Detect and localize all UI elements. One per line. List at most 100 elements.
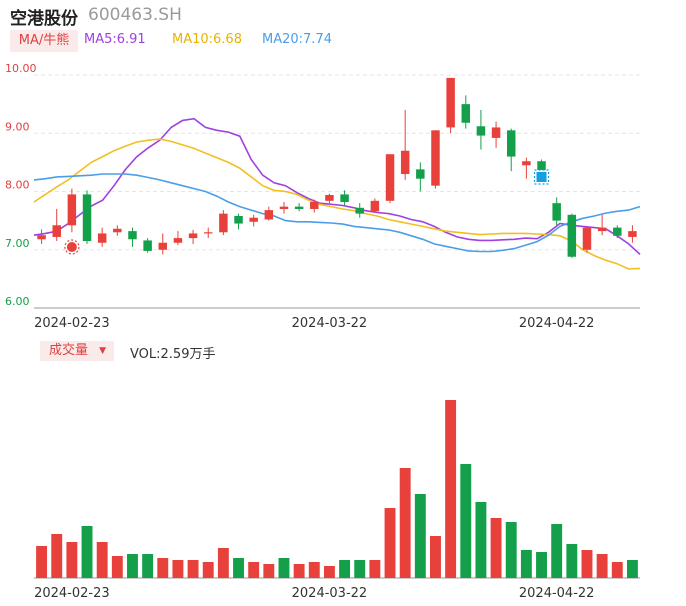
volume-bar	[51, 534, 63, 578]
volume-bar	[66, 542, 78, 578]
volume-bar	[172, 560, 184, 578]
volume-bar	[217, 548, 229, 578]
volume-bar	[399, 468, 411, 578]
volume-bar	[445, 400, 457, 578]
volume-bar	[308, 562, 320, 578]
candle-body	[52, 225, 61, 237]
volume-bar	[36, 546, 48, 578]
volume-bar	[581, 550, 593, 578]
candle-body	[385, 154, 395, 201]
candle-body	[234, 215, 243, 224]
volume-bar	[323, 566, 335, 578]
volume-bar	[369, 560, 381, 578]
volume-bar	[202, 562, 214, 578]
candle-body	[219, 213, 228, 233]
x-tick-label: 2024-04-22	[519, 316, 595, 331]
x-tick-label: 2024-02-23	[34, 316, 110, 331]
candle-body	[249, 217, 258, 222]
volume-bar	[157, 558, 169, 578]
volume-bar	[414, 494, 426, 578]
candle-body	[491, 127, 501, 138]
volume-bar	[339, 560, 351, 578]
volume-bar	[611, 562, 623, 578]
candle-body	[294, 206, 304, 209]
volume-x-tick-label: 2024-04-22	[519, 586, 595, 601]
candle-body	[203, 232, 213, 234]
ma20-line	[33, 173, 641, 253]
volume-bar	[187, 560, 199, 578]
candle-body	[173, 238, 183, 243]
volume-bar	[475, 502, 487, 578]
volume-bar	[81, 526, 93, 578]
volume-bar	[505, 522, 517, 578]
candle-body	[97, 233, 107, 243]
candle-body	[597, 227, 607, 232]
volume-bar	[233, 558, 244, 578]
ma20-value: MA20:7.74	[262, 32, 332, 47]
chevron-down-icon: ▼	[99, 346, 106, 356]
candle-body	[582, 227, 592, 250]
candle-body	[279, 206, 289, 209]
candle-body	[264, 210, 274, 220]
volume-bar	[460, 464, 472, 578]
bear-marker-dot	[536, 172, 547, 182]
volume-bar	[566, 544, 578, 578]
volume-bar	[96, 542, 108, 578]
candle-body	[506, 130, 516, 157]
volume-bar	[430, 536, 441, 578]
volume-bar	[127, 554, 138, 578]
candle-body	[431, 130, 440, 186]
candle-body	[400, 150, 410, 175]
y-tick-label: 8.00	[5, 179, 30, 192]
candle-body	[158, 242, 168, 250]
volume-x-tick-label: 2024-02-23	[34, 586, 110, 601]
volume-bar	[384, 508, 396, 578]
ma10-line	[33, 138, 641, 270]
candle-body	[613, 227, 622, 236]
candle-body	[188, 233, 198, 239]
y-tick-label: 9.00	[5, 120, 30, 133]
candle-body	[370, 200, 380, 212]
volume-bar	[626, 560, 638, 578]
candle-body	[522, 161, 531, 166]
volume-bar	[354, 560, 366, 578]
x-tick-label: 2024-03-22	[292, 316, 368, 331]
candle-body	[416, 169, 425, 179]
volume-tag-label: 成交量	[49, 343, 89, 358]
volume-value: VOL:2.59万手	[130, 347, 216, 362]
candle-body	[67, 194, 77, 226]
volume-bar	[142, 554, 154, 578]
ma5-value: MA5:6.91	[84, 32, 146, 47]
y-tick-label: 10.00	[5, 62, 37, 75]
candle-body	[461, 104, 471, 123]
ma5-line	[33, 117, 641, 255]
ma-indicator-tag[interactable]: MA/牛熊	[10, 30, 78, 52]
volume-bar	[536, 552, 547, 578]
candle-body	[113, 228, 122, 233]
volume-x-tick-label: 2024-03-22	[292, 586, 368, 601]
candle-body	[355, 207, 364, 214]
volume-bar	[293, 564, 305, 578]
candle-body	[628, 231, 637, 237]
candle-body	[340, 194, 349, 202]
candle-body	[37, 235, 46, 240]
y-tick-label: 6.00	[5, 295, 30, 308]
candle-body	[310, 201, 319, 209]
candle-body	[552, 203, 561, 221]
volume-bar	[551, 524, 563, 578]
volume-bar	[490, 518, 502, 578]
candle-body	[325, 194, 334, 201]
volume-indicator-tag[interactable]: 成交量 ▼	[40, 341, 114, 361]
candle-body	[128, 231, 137, 240]
volume-bar	[111, 556, 123, 578]
stock-code: 600463.SH	[88, 5, 182, 25]
candle-body	[82, 194, 92, 242]
y-tick-label: 7.00	[5, 237, 30, 250]
volume-bar	[596, 554, 608, 578]
candle-body	[143, 240, 152, 251]
stock-name: 空港股份	[10, 9, 78, 29]
ma10-value: MA10:6.68	[172, 32, 242, 47]
bull-marker-dot	[66, 242, 77, 252]
volume-bar	[278, 558, 290, 578]
